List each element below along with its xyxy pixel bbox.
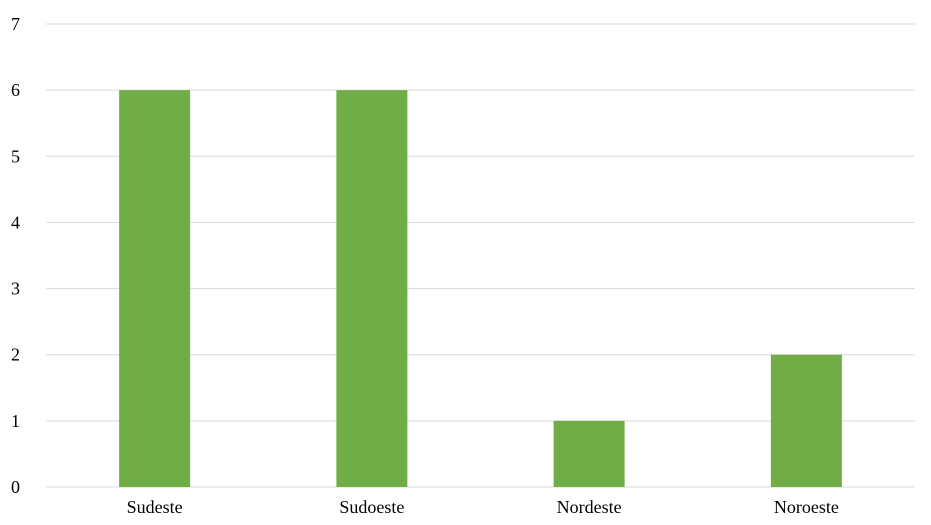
y-axis-tick-labels: 0 1 2 3 4 5 6 7: [11, 14, 20, 497]
x-category-label: Nordeste: [557, 497, 622, 517]
y-tick-label: 7: [11, 14, 20, 34]
x-category-label: Sudoeste: [339, 497, 404, 517]
y-tick-label: 2: [11, 345, 20, 365]
bars: [119, 90, 842, 488]
x-category-label: Noroeste: [774, 497, 839, 517]
bar-sudoeste: [336, 90, 408, 488]
y-tick-label: 5: [11, 146, 20, 166]
bar-nordeste: [553, 420, 625, 487]
bar-noroeste: [770, 354, 842, 487]
x-category-label: Sudeste: [127, 497, 183, 517]
y-tick-label: 3: [11, 279, 20, 299]
y-tick-label: 4: [11, 212, 20, 232]
bar-sudeste: [119, 90, 191, 488]
gridlines: [46, 23, 915, 488]
y-tick-label: 6: [11, 80, 20, 100]
y-tick-label: 0: [11, 477, 20, 497]
y-tick-label: 1: [11, 411, 20, 431]
x-axis-category-labels: Sudeste Sudoeste Nordeste Noroeste: [127, 497, 839, 517]
